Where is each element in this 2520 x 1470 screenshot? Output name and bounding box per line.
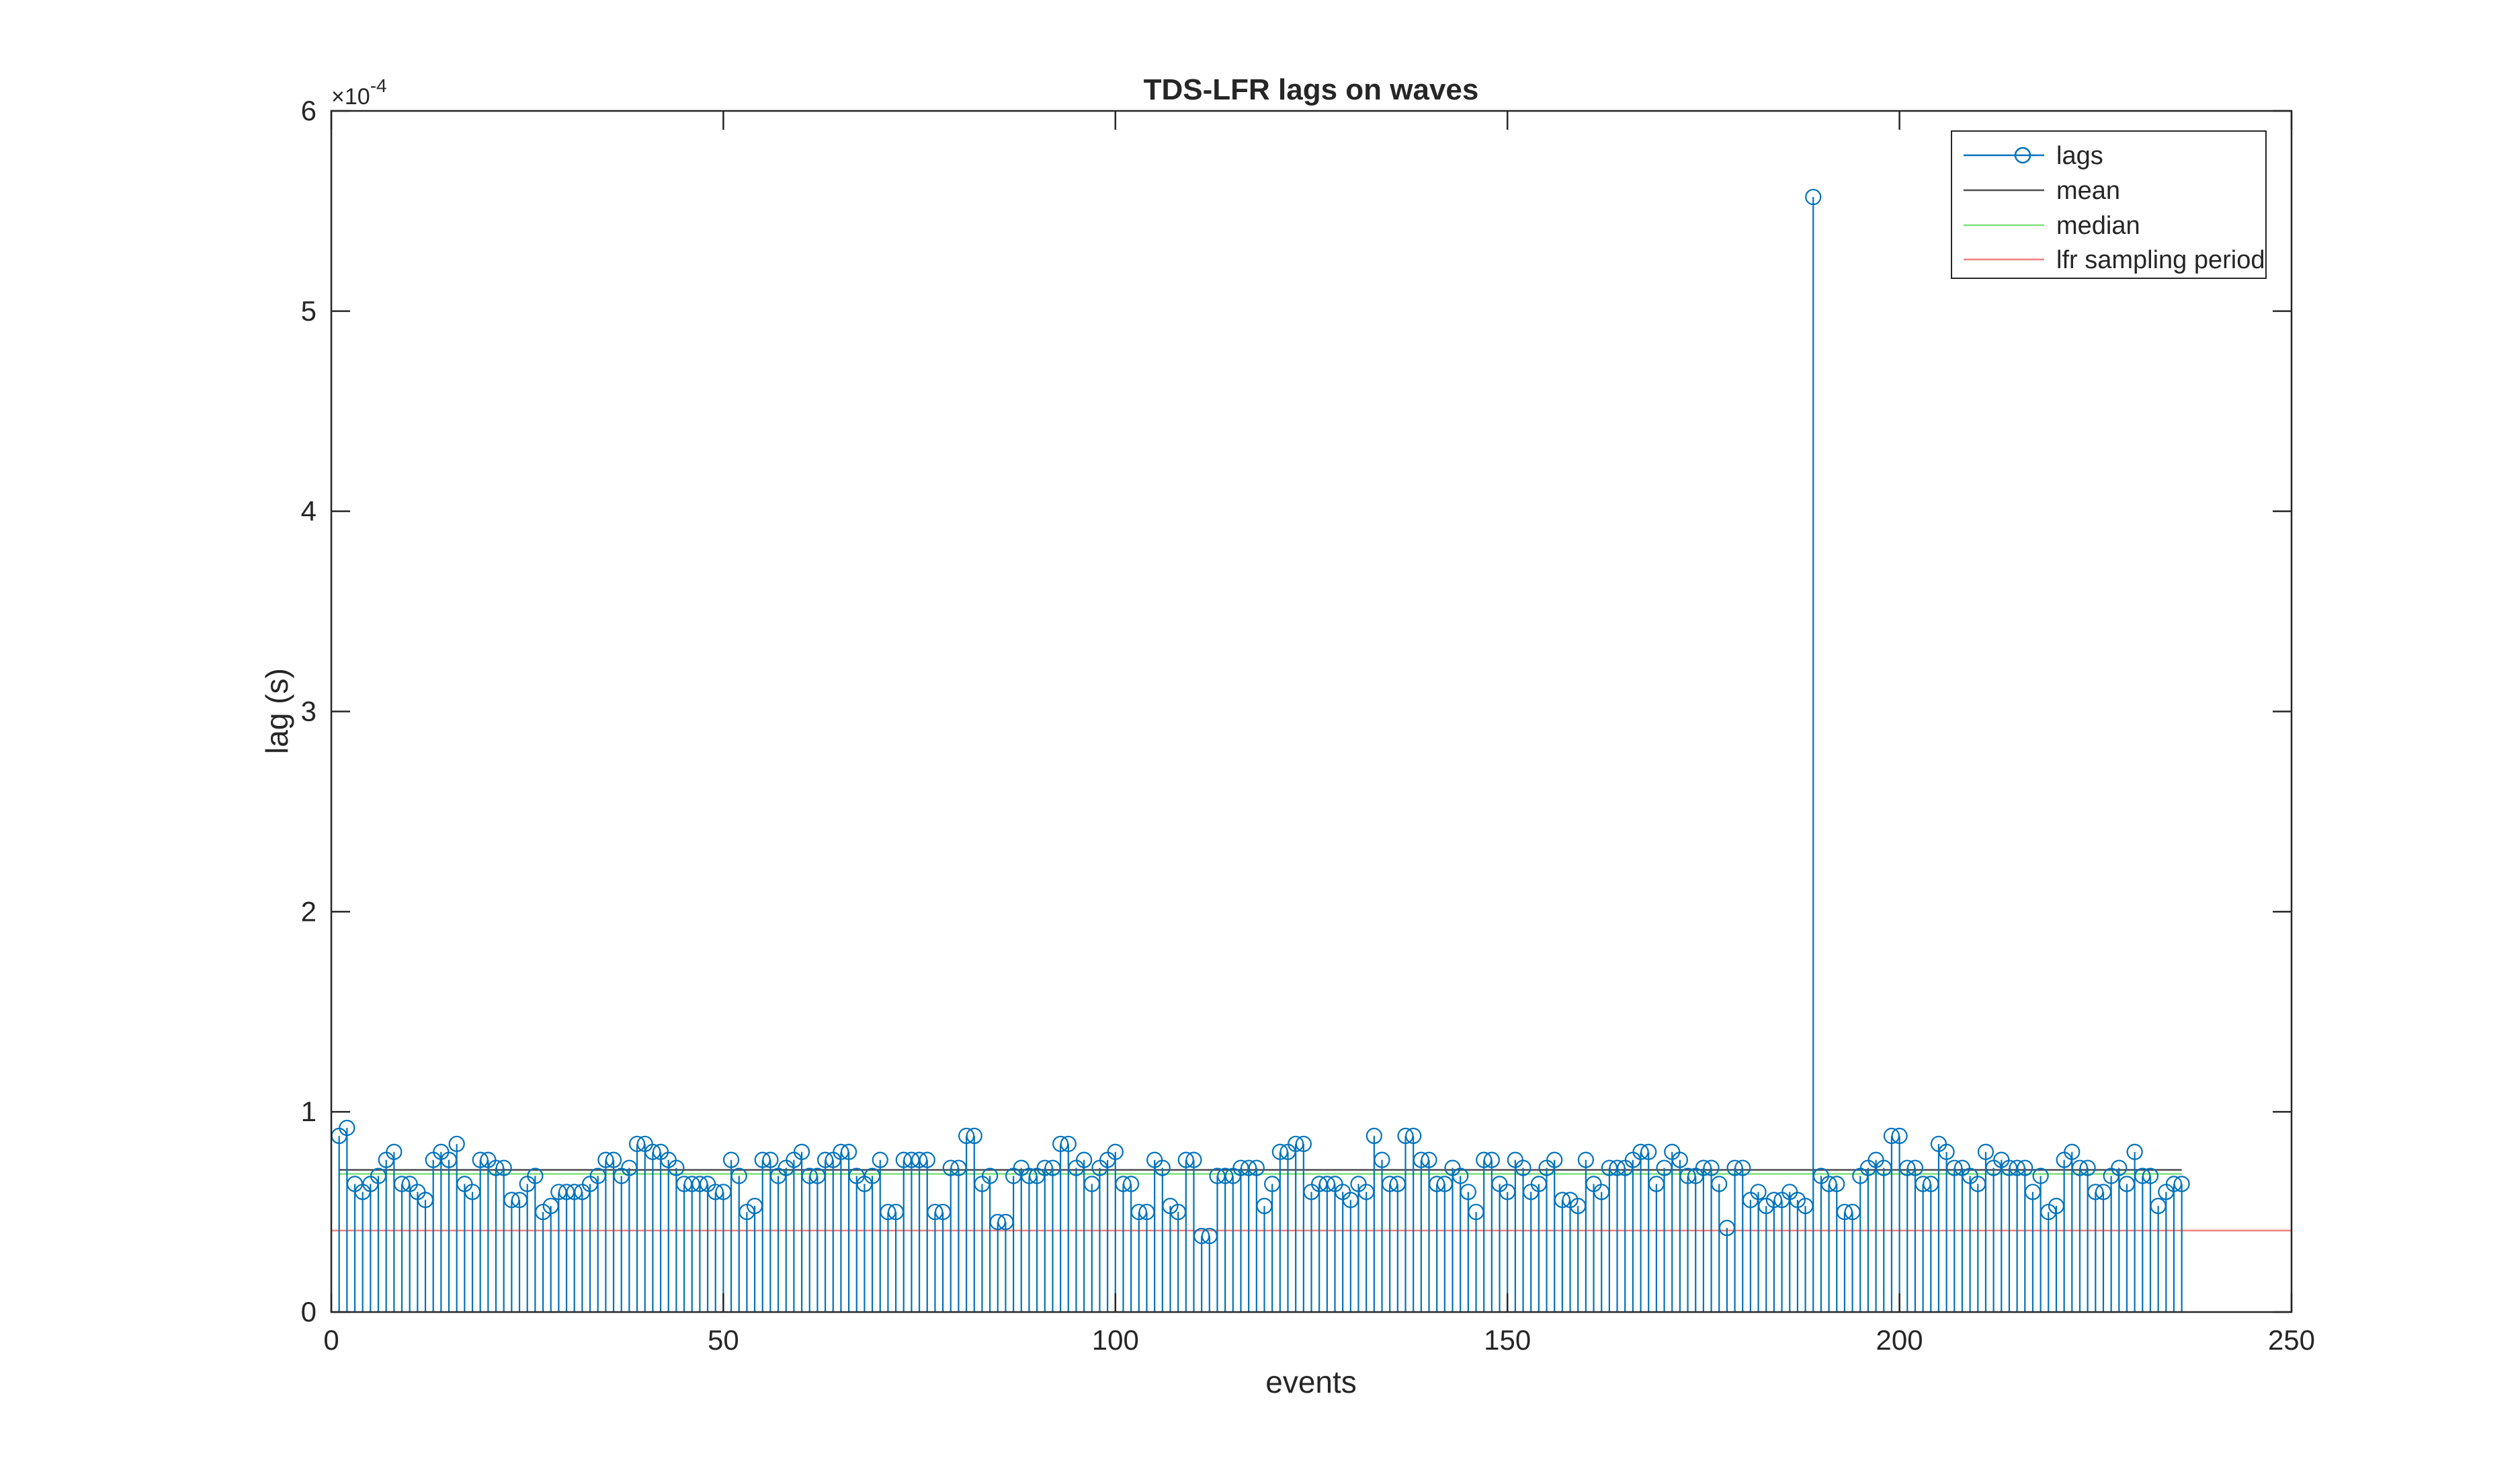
- legend-label: median: [2056, 212, 2140, 240]
- y-multiplier-base: ×10: [331, 84, 370, 110]
- stem-marker: [605, 1151, 622, 1168]
- stem-marker: [1076, 1151, 1093, 1168]
- stem-marker: [2032, 1168, 2049, 1184]
- stem-marker: [1703, 1159, 1720, 1176]
- stem-marker: [339, 1119, 355, 1137]
- legend-marker: [2014, 147, 2031, 164]
- stem-marker: [1546, 1151, 1563, 1168]
- stem-marker: [527, 1168, 544, 1184]
- stem-marker: [2017, 1159, 2033, 1176]
- stem-marker: [1460, 1184, 1476, 1200]
- stem-marker: [722, 1151, 740, 1168]
- stem-marker: [1405, 1127, 1422, 1145]
- stem-marker: [730, 1168, 747, 1184]
- stem-marker: [1711, 1176, 1728, 1192]
- legend: lags mean median lfr sampling period: [1951, 130, 2267, 279]
- stem-marker: [840, 1143, 857, 1160]
- stem-marker: [1891, 1127, 1908, 1145]
- stem-marker: [2173, 1176, 2190, 1192]
- y-tick-label: 1: [301, 1096, 317, 1127]
- y-tick-label: 6: [301, 95, 317, 126]
- x-tick-label: 200: [1876, 1324, 1923, 1356]
- stem-marker: [1977, 1143, 1994, 1160]
- stem-marker: [1452, 1168, 1469, 1184]
- y-tick-label: 5: [301, 295, 317, 327]
- stem-marker: [1515, 1159, 1531, 1176]
- stem-marker: [1734, 1159, 1751, 1176]
- stem-marker: [1805, 188, 1822, 206]
- stem-marker: [1060, 1135, 1077, 1152]
- stem-marker: [1107, 1143, 1124, 1160]
- y-multiplier-exponent: -4: [370, 75, 387, 96]
- x-tick-label: 250: [2268, 1324, 2315, 1356]
- stem-marker: [1421, 1151, 1437, 1168]
- stem-marker: [1671, 1151, 1688, 1168]
- stem-marker: [1938, 1143, 1955, 1160]
- stem-marker: [1185, 1151, 1202, 1168]
- stem-marker: [966, 1127, 982, 1145]
- stem-marker: [495, 1159, 512, 1176]
- stem-marker: [1374, 1151, 1390, 1168]
- stem-marker: [1750, 1184, 1767, 1200]
- y-axis-title: lag (s): [259, 668, 294, 754]
- x-tick-label: 50: [708, 1324, 739, 1356]
- stem-marker: [2111, 1159, 2128, 1176]
- y-axis: 0 1 2 3 4 5 6: [301, 95, 2292, 1328]
- legend-label: lfr sampling period: [2056, 246, 2265, 274]
- lags-series: [331, 188, 2190, 1312]
- x-tick-label: 100: [1092, 1324, 1139, 1356]
- stem-marker: [2064, 1143, 2081, 1160]
- stem-marker: [2142, 1168, 2159, 1184]
- y-multiplier: ×10-4: [331, 75, 387, 110]
- chart-title: TDS-LFR lags on waves: [1144, 73, 1479, 106]
- legend-label: lags: [2056, 142, 2103, 170]
- stem-marker: [1248, 1159, 1265, 1176]
- stem-marker: [1154, 1159, 1171, 1176]
- stem-marker: [2079, 1159, 2096, 1176]
- stem-marker: [1906, 1159, 1924, 1176]
- stem-marker: [762, 1151, 779, 1168]
- stem-marker: [1295, 1135, 1312, 1152]
- stem-marker: [1483, 1151, 1500, 1168]
- plot-area: [331, 111, 2292, 1312]
- stem-marker: [793, 1143, 810, 1160]
- x-tick-label: 0: [323, 1324, 339, 1356]
- stem-marker: [386, 1143, 403, 1160]
- stem-marker: [1640, 1143, 1657, 1160]
- stem-marker: [1123, 1176, 1140, 1192]
- stem-marker: [872, 1151, 888, 1168]
- stem-marker: [919, 1151, 935, 1168]
- stem-marker: [1577, 1151, 1594, 1168]
- stem-marker: [982, 1168, 999, 1184]
- y-tick-label: 2: [301, 895, 317, 927]
- x-axis-title: events: [1265, 1364, 1357, 1399]
- y-tick-label: 4: [301, 495, 317, 527]
- stem-marker: [2126, 1143, 2143, 1160]
- x-axis: 0 50 100 150 200 250: [323, 111, 2315, 1356]
- stem-marker: [668, 1159, 685, 1176]
- x-tick-label: 150: [1484, 1324, 1531, 1356]
- stem-marker: [448, 1135, 465, 1152]
- y-tick-label: 3: [301, 696, 317, 727]
- legend-label: mean: [2056, 177, 2120, 205]
- stem-marker: [1366, 1127, 1382, 1145]
- y-tick-label: 0: [301, 1296, 317, 1328]
- stem-marker: [1829, 1176, 1845, 1192]
